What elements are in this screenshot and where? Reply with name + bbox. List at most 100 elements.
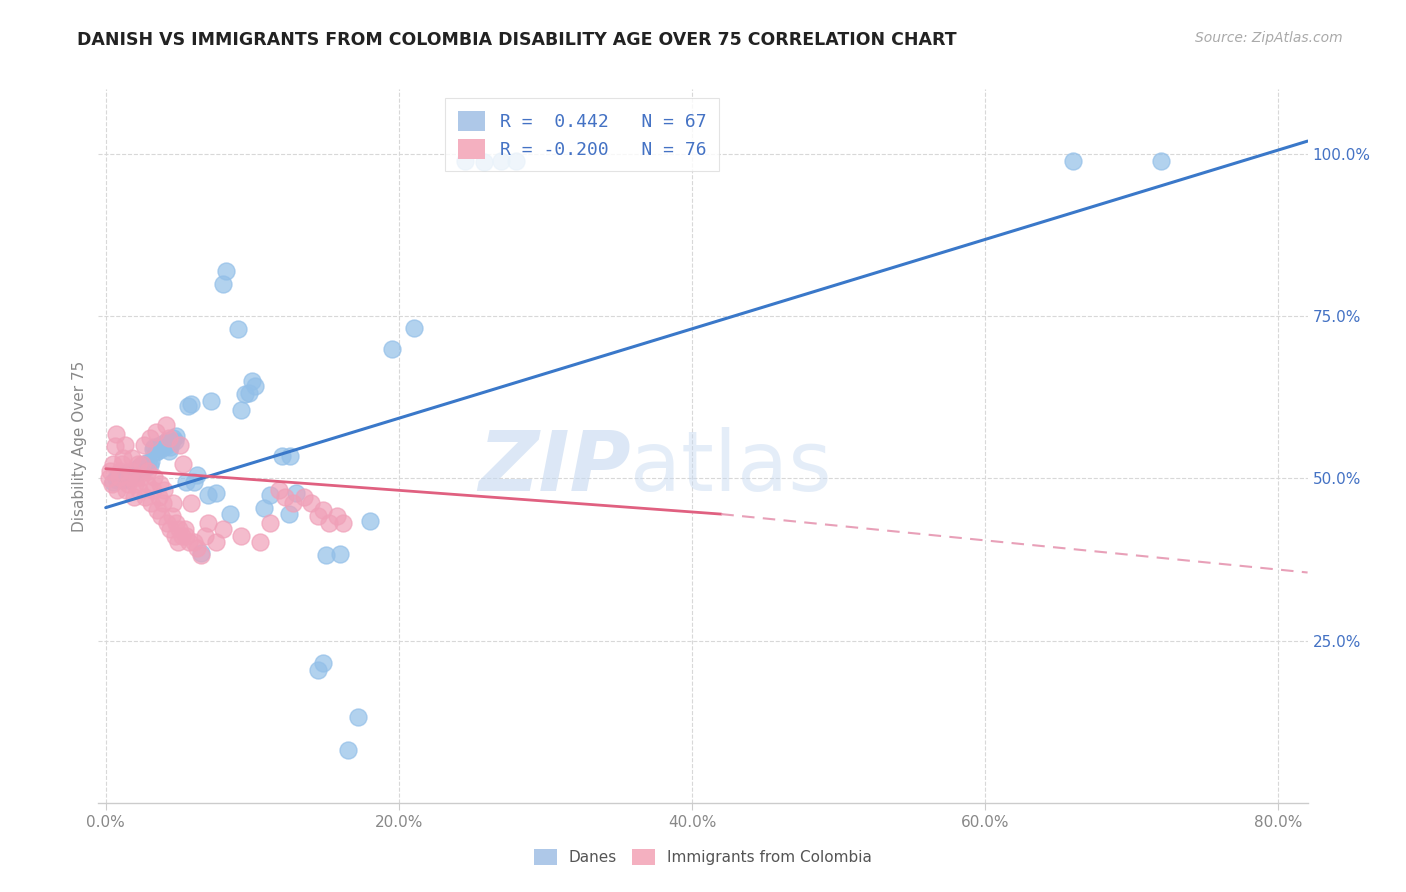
Point [190,546,212,560]
Point [162,496,184,510]
Y-axis label: Disability Age Over 75: Disability Age Over 75 [72,360,87,532]
Point [136,455,159,469]
Point [259,488,281,502]
Point [219,507,242,521]
Point [131,457,153,471]
Point [134,457,156,471]
Point [142,483,165,497]
Point [101,457,124,471]
Point [212,522,235,536]
Point [245,379,267,393]
Point [100,476,122,491]
Point [156,516,179,530]
Point [159,522,181,536]
Point [299,496,322,510]
Point [112,468,135,483]
Point [148,490,170,504]
Point [315,548,337,562]
Point [118,470,141,484]
Point [454,153,477,168]
Point [226,322,249,336]
Point [197,516,219,530]
Point [359,514,381,528]
Point [186,468,208,483]
Point [179,535,201,549]
Point [1150,153,1173,168]
Point [380,342,402,356]
Point [122,464,145,478]
Point [278,507,301,521]
Point [166,535,188,549]
Point [177,399,200,413]
Point [115,483,138,497]
Point [197,488,219,502]
Point [121,450,143,465]
Point [160,434,183,448]
Legend: Danes, Immigrants from Colombia: Danes, Immigrants from Colombia [527,843,879,871]
Point [107,483,129,497]
Point [114,438,136,452]
Point [229,403,252,417]
Point [170,528,193,542]
Point [311,502,333,516]
Text: ZIP: ZIP [478,427,630,508]
Point [186,541,208,556]
Point [169,438,191,452]
Point [159,440,181,454]
Text: Source: ZipAtlas.com: Source: ZipAtlas.com [1195,31,1343,45]
Point [108,470,131,484]
Point [163,528,186,542]
Point [112,450,135,465]
Point [145,425,167,439]
Point [129,470,152,484]
Point [491,153,513,168]
Point [105,471,128,485]
Point [138,431,160,445]
Point [270,449,292,463]
Point [150,509,173,524]
Point [146,502,169,516]
Point [332,516,354,530]
Point [229,528,252,542]
Point [135,476,157,491]
Point [143,470,166,484]
Point [311,657,333,671]
Point [204,535,226,549]
Point [212,277,235,291]
Point [135,459,157,474]
Point [125,470,148,484]
Point [505,153,527,168]
Point [111,473,134,487]
Point [127,457,149,471]
Point [172,457,194,471]
Point [103,439,125,453]
Point [183,475,205,489]
Point [132,461,155,475]
Point [280,449,302,463]
Point [176,475,198,489]
Point [117,473,139,487]
Point [141,496,163,510]
Point [326,509,349,524]
Point [124,476,146,491]
Point [132,438,155,452]
Point [190,548,212,562]
Point [118,469,141,483]
Point [167,522,190,536]
Point [125,462,148,476]
Point [110,464,132,478]
Point [128,483,150,497]
Point [329,547,352,561]
Point [111,457,134,471]
Point [153,435,176,450]
Point [152,496,174,510]
Point [204,485,226,500]
Point [283,496,305,510]
Point [114,471,136,485]
Point [107,473,129,487]
Point [200,393,222,408]
Point [122,490,145,504]
Point [183,535,205,549]
Point [253,500,276,515]
Point [240,374,263,388]
